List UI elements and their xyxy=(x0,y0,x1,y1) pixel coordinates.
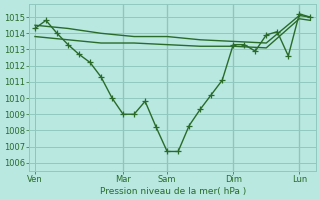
X-axis label: Pression niveau de la mer( hPa ): Pression niveau de la mer( hPa ) xyxy=(100,187,246,196)
